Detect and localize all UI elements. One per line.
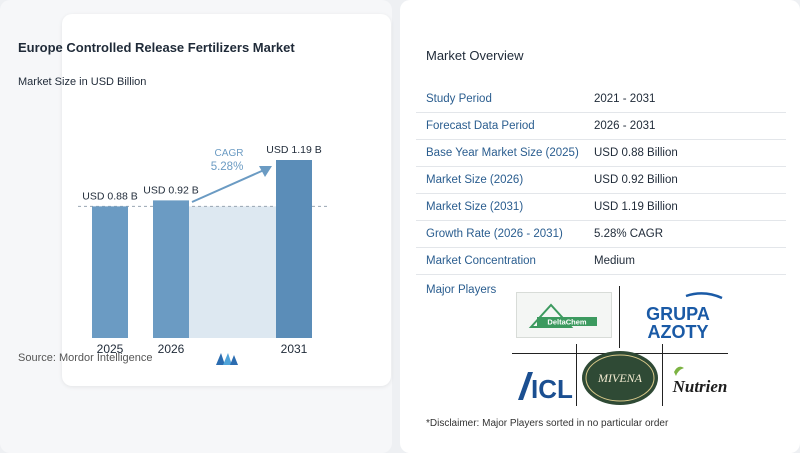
overview-row: Base Year Market Size (2025) USD 0.88 Bil… — [416, 140, 786, 167]
chart-subtitle: Market Size in USD Billion — [18, 76, 147, 88]
bar-2025 — [92, 206, 128, 338]
cagr-value: 5.28% — [211, 161, 244, 173]
nutrien-logo: Nutrien — [666, 362, 730, 402]
x-tick-2031: 2031 — [281, 342, 308, 356]
overview-title: Market Overview — [426, 48, 524, 63]
overview-row-key: Base Year Market Size (2025) — [426, 147, 579, 159]
disclaimer-text: *Disclaimer: Major Players sorted in no … — [426, 418, 669, 429]
bar-chart: USD 0.88 B USD 0.92 B USD 1.19 B 2025 2026 2… — [78, 144, 328, 356]
overview-row: Market Concentration Medium — [416, 248, 786, 275]
mivena-logo: MIVENA — [579, 349, 661, 407]
overview-row: Study Period 2021 - 2031 — [416, 86, 786, 113]
overview-row: Growth Rate (2026 - 2031) 5.28% CAGR — [416, 221, 786, 248]
icl-logo-text: ICL — [531, 374, 573, 404]
logo-divider — [619, 286, 620, 348]
overview-row-key: Growth Rate (2026 - 2031) — [426, 228, 563, 240]
overview-row-value: Medium — [594, 255, 635, 267]
cagr-arrow — [191, 169, 265, 203]
chart-title: Europe Controlled Release Fertilizers Ma… — [18, 40, 295, 55]
overview-row-key: Forecast Data Period — [426, 120, 535, 132]
source-text: Source: Mordor Intelligence — [18, 352, 153, 364]
logo-divider — [662, 344, 663, 406]
x-tick-2025: 2025 — [97, 342, 124, 356]
data-label-2025: USD 0.88 B — [82, 190, 137, 202]
overview-row-value: 5.28% CAGR — [594, 228, 664, 240]
overview-row-key: Market Size (2031) — [426, 201, 524, 213]
deltachem-logo: DeltaChem — [516, 292, 612, 338]
overview-row-value: USD 0.88 Billion — [594, 147, 678, 159]
overview-panel: Market Overview Study Period 2021 - 2031 F… — [400, 0, 800, 453]
overview-row-key: Study Period — [426, 93, 492, 105]
overview-row-key: Market Concentration — [426, 255, 536, 267]
cagr-label: CAGR — [215, 148, 244, 159]
cagr-arrow-head — [259, 166, 272, 177]
bar-2031 — [276, 160, 312, 338]
data-label-2031: USD 1.19 B — [266, 144, 321, 156]
data-label-2026: USD 0.92 B — [143, 184, 198, 196]
x-tick-2026: 2026 — [158, 342, 185, 356]
overview-row-value: 2021 - 2031 — [594, 93, 656, 105]
overview-row: Forecast Data Period 2026 - 2031 — [416, 113, 786, 140]
overview-row-value: 2026 - 2031 — [594, 120, 656, 132]
overview-row-value: USD 0.92 Billion — [594, 174, 678, 186]
major-players-label: Major Players — [426, 284, 497, 296]
deltachem-logo-text: DeltaChem — [547, 318, 587, 327]
overview-row-key: Market Size (2026) — [426, 174, 524, 186]
mordor-logo-icon — [216, 353, 238, 365]
overview-row: Market Size (2026) USD 0.92 Billion — [416, 167, 786, 194]
logo-divider — [576, 344, 577, 406]
svg-text:AZOTY: AZOTY — [648, 322, 709, 342]
icl-logo: ICL — [514, 364, 574, 404]
cagr-band — [189, 206, 276, 338]
chart-panel: USD 0.88 B USD 0.92 B USD 1.19 B 2025 2026 2… — [0, 0, 392, 453]
mivena-logo-text: MIVENA — [597, 371, 643, 385]
svg-text:GRUPA: GRUPA — [646, 304, 710, 324]
overview-row: Market Size (2031) USD 1.19 Billion — [416, 194, 786, 221]
bar-2026 — [153, 200, 189, 338]
grupa-azoty-logo: GRUPA AZOTY — [626, 290, 730, 342]
nutrien-logo-text: Nutrien — [672, 377, 728, 396]
overview-row-value: USD 1.19 Billion — [594, 201, 678, 213]
